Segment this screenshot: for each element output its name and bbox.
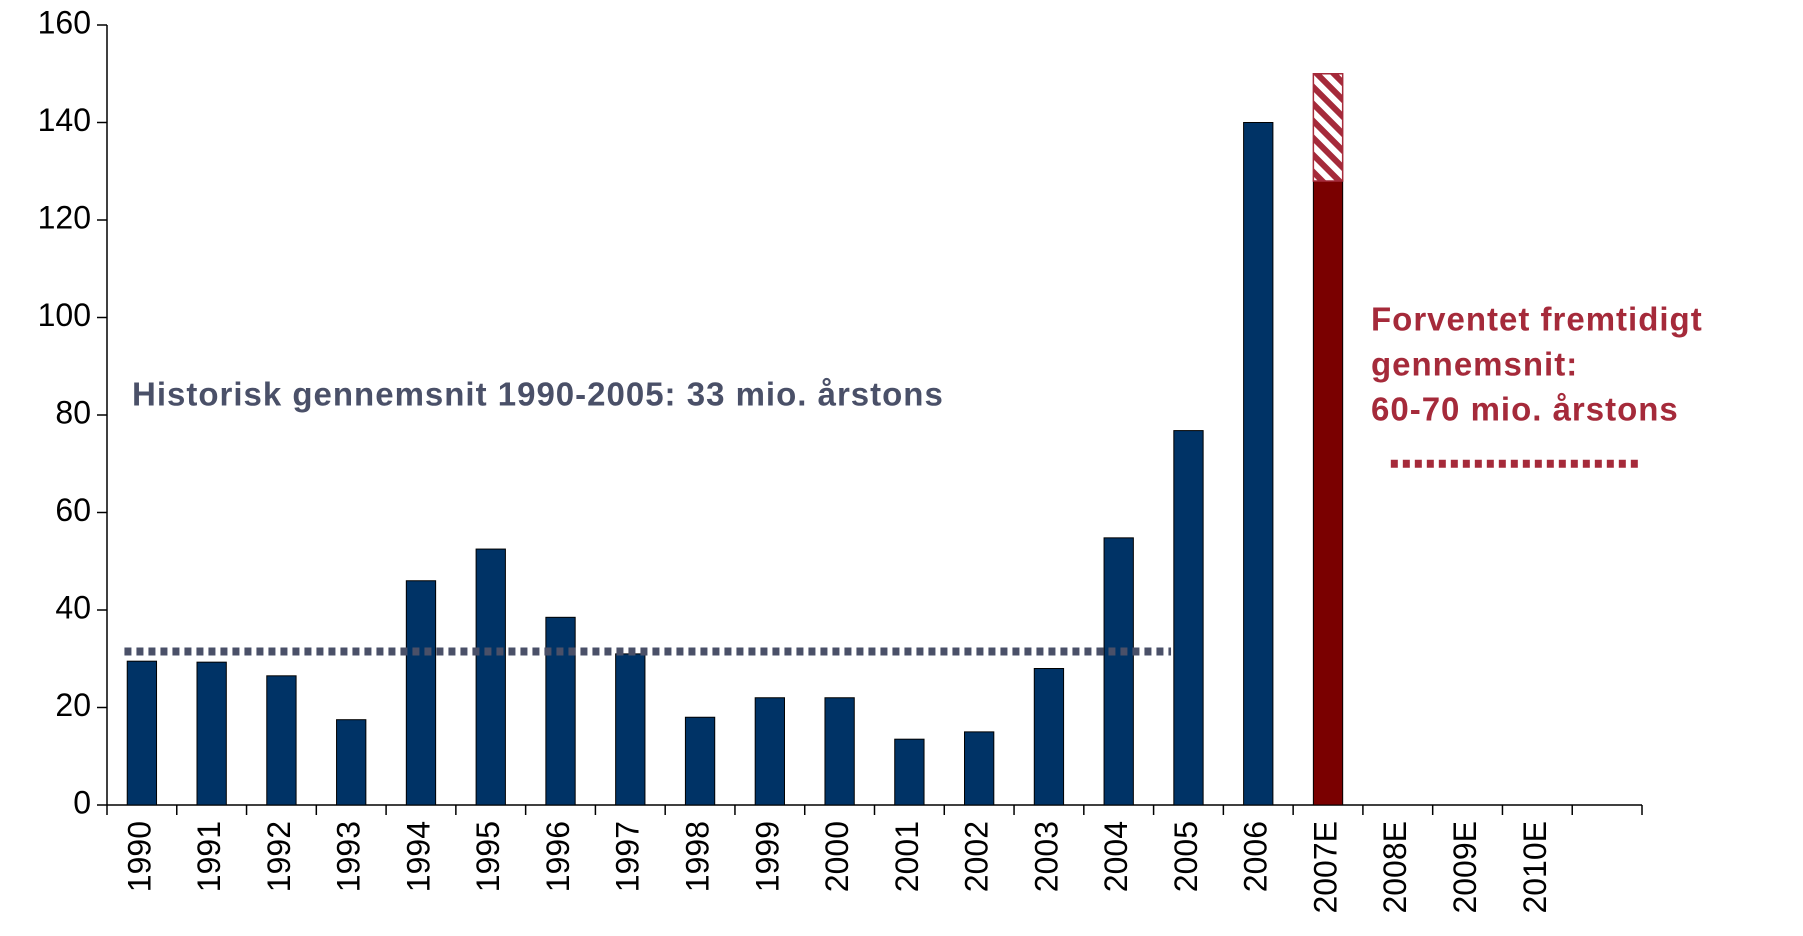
annotation-text: gennemsnit: — [1371, 346, 1578, 383]
bar — [545, 616, 576, 806]
x-tick-label: 2007E — [1307, 821, 1343, 914]
bar — [196, 661, 227, 806]
bar — [1033, 668, 1065, 806]
annotation-text: 60-70 mio. årstons — [1371, 391, 1679, 428]
annotation-text: Forventet fremtidigt — [1371, 301, 1703, 338]
x-tick-label: 1990 — [121, 821, 157, 892]
bar — [1312, 73, 1344, 182]
y-tick-label: 160 — [38, 4, 91, 40]
bar — [405, 580, 437, 806]
y-tick-label: 40 — [55, 589, 91, 625]
bar — [1173, 430, 1204, 806]
x-tick-label: 2002 — [959, 821, 995, 892]
x-tick-label: 2005 — [1168, 821, 1204, 892]
bar — [475, 548, 506, 806]
x-tick-label: 1994 — [400, 821, 436, 892]
bar — [266, 675, 297, 806]
x-tick-label: 2001 — [889, 821, 925, 892]
x-tick-label: 2000 — [819, 821, 855, 892]
bar — [824, 697, 855, 806]
bar — [336, 719, 367, 806]
x-tick-label: 1992 — [261, 821, 297, 892]
x-tick-label: 2008E — [1377, 821, 1413, 914]
y-tick-label: 80 — [55, 394, 91, 430]
bar — [894, 738, 925, 806]
bar — [1312, 180, 1344, 806]
x-tick-label: 2009E — [1447, 821, 1483, 914]
x-tick-label: 1999 — [749, 821, 785, 892]
bar — [964, 731, 995, 806]
bar — [754, 697, 785, 806]
bar — [1103, 537, 1134, 806]
x-tick-label: 1991 — [191, 821, 227, 892]
x-tick-label: 2004 — [1098, 821, 1134, 892]
bar — [1243, 122, 1274, 806]
y-tick-label: 100 — [38, 297, 91, 333]
y-tick-label: 60 — [55, 492, 91, 528]
x-tick-label: 1996 — [540, 821, 576, 892]
y-tick-label: 20 — [55, 687, 91, 723]
x-tick-label: 1993 — [331, 821, 367, 892]
bar — [684, 716, 716, 806]
x-tick-label: 1995 — [470, 821, 506, 892]
x-tick-label: 2010E — [1517, 821, 1553, 914]
x-tick-label: 1998 — [680, 821, 716, 892]
x-tick-label: 2006 — [1238, 821, 1274, 892]
x-tick-label: 2003 — [1028, 821, 1064, 892]
y-tick-label: 0 — [73, 784, 91, 820]
bar — [126, 660, 158, 806]
bar — [615, 653, 646, 806]
annotation-text: Historisk gennemsnit 1990-2005: 33 mio. … — [132, 376, 944, 413]
y-tick-label: 140 — [38, 102, 91, 138]
x-tick-label: 1997 — [610, 821, 646, 892]
y-tick-label: 120 — [38, 199, 91, 235]
